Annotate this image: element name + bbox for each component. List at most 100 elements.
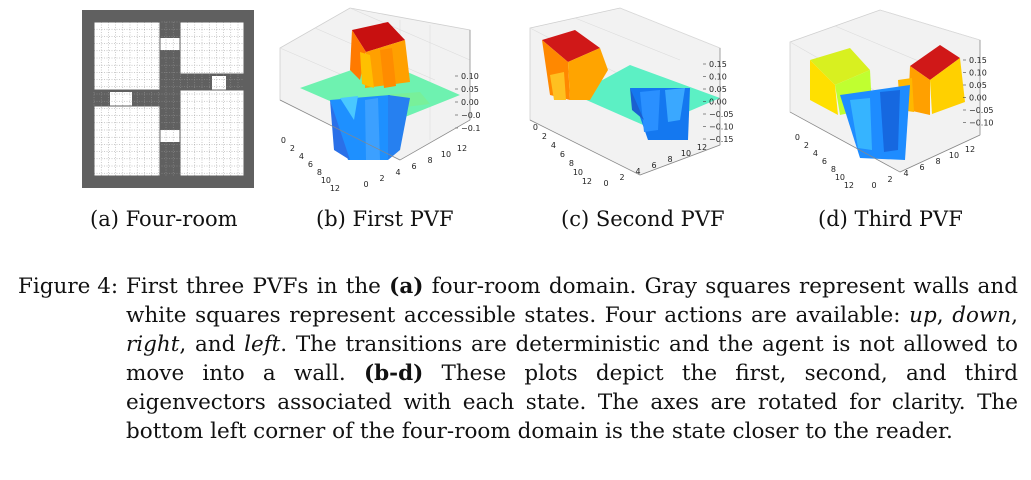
surface-facet [810,60,838,115]
surface-valley [630,88,690,140]
room-edge [93,105,161,177]
y-tick-label: 12 [965,145,975,154]
x-tick-label: 4 [551,141,556,150]
surface-facet [910,45,960,80]
surface-facet [850,98,872,150]
room [180,22,244,74]
x-tick-label: 8 [317,168,322,177]
y-tick-label: 6 [411,162,416,171]
y-tick-label: 6 [651,161,656,170]
z-tick-label: −0.05 [969,106,994,115]
x-tick-label: 6 [560,150,565,159]
axis-edge [529,119,641,176]
surface-facet [908,66,930,115]
surface-facet [568,48,608,100]
second-pvf-surface-plot: 0.150.100.050.00−0.05−0.10−0.15024681012… [529,7,734,188]
z-tick-label: 0.15 [969,56,987,65]
panel-second-pvf: 0.15 0.10 0.05 0.00 −0.05 −0.10 −0.15 0 2 4 6 8 10 12… [520,0,740,200]
surface-facet [300,60,460,125]
y-tick-label: 0 [603,179,608,188]
surface-facet [365,98,380,160]
x-tick-label: 8 [831,165,836,174]
panel-four-room [82,0,260,200]
doorway [212,76,226,90]
room-edge [179,89,245,177]
y-tick-label: 8 [427,156,432,165]
surface-facet [930,58,965,114]
surface-facet [640,90,660,132]
surface-facet [388,95,410,160]
z-tick-label: 0.05 [969,81,987,90]
x-tick-label: 0 [533,123,538,132]
subcaption-b: (b) First PVF [316,207,454,231]
surface-facet [380,48,396,88]
surface-facet [880,90,900,152]
y-tick-label: 0 [363,180,368,189]
doorway [160,38,180,50]
surface-facet [542,30,600,62]
x-tick-label: 2 [542,132,547,141]
y-tick-label: 8 [935,157,940,166]
x-tick-label: 4 [299,152,304,161]
x-tick-label: 10 [835,173,845,182]
surface-facet [360,52,374,88]
axis-edge [279,99,401,161]
surface-facet [630,88,644,120]
z-tick-label: −0.15 [709,135,734,144]
y-tick-label: 10 [441,150,451,159]
pane-grid-line [619,7,721,49]
doorway [110,92,132,106]
x-tick-label: 12 [582,177,592,186]
subcaption-c: (c) Second PVF [561,207,725,231]
surface-facet [340,96,358,120]
x-tick-label: 0 [795,133,800,142]
room [94,106,160,176]
z-tick-label: −0.05 [461,111,480,120]
z-tick-label: −0.05 [709,110,734,119]
x-tick-label: 10 [321,176,331,185]
surface-peak [350,22,410,88]
surface-valley [330,95,410,160]
subcaption-a: (a) Four-room [90,207,238,231]
x-tick-label: 2 [804,141,809,150]
room [180,90,244,176]
subcaption-d: (d) Third PVF [818,207,963,231]
x-tick-label: 12 [844,181,854,190]
z-tick-label: 0.00 [709,98,727,107]
z-tick-label: −0.10 [461,124,480,133]
z-tick-label: 0.05 [709,85,727,94]
x-tick-label: 6 [308,160,313,169]
y-tick-label: 6 [919,163,924,172]
y-tick-label: 12 [697,143,707,152]
z-tick-label: −0.10 [969,119,994,128]
x-tick-label: 6 [822,157,827,166]
x-tick-label: 0 [281,136,286,145]
surface-valley [840,85,910,160]
y-tick-label: 10 [681,149,691,158]
y-tick-label: 2 [379,174,384,183]
four-room-grid [82,10,254,188]
y-tick-label: 2 [619,173,624,182]
axis-edge [399,119,471,161]
surface-facet [550,72,566,100]
figure-caption: Figure 4: First three PVFs in the (a) fo… [18,272,1018,446]
pane-grid-line [879,9,981,41]
y-tick-label: 2 [887,175,892,184]
room-edge [179,21,245,75]
figure-caption-body: First three PVFs in the (a) four-room do… [126,274,1018,444]
y-tick-label: 10 [949,151,959,160]
y-tick-label: 4 [635,167,640,176]
doorway [160,130,180,142]
z-tick-label: −0.10 [709,123,734,132]
x-tick-label: 10 [573,168,583,177]
z-tick-label: 0.10 [709,73,727,82]
room [94,22,160,90]
pane-grid-line [574,17,681,61]
z-tick-label: 0.00 [969,94,987,103]
surface-right-peak [898,45,965,115]
axis-edge [789,111,901,173]
x-tick-label: 12 [330,184,340,193]
